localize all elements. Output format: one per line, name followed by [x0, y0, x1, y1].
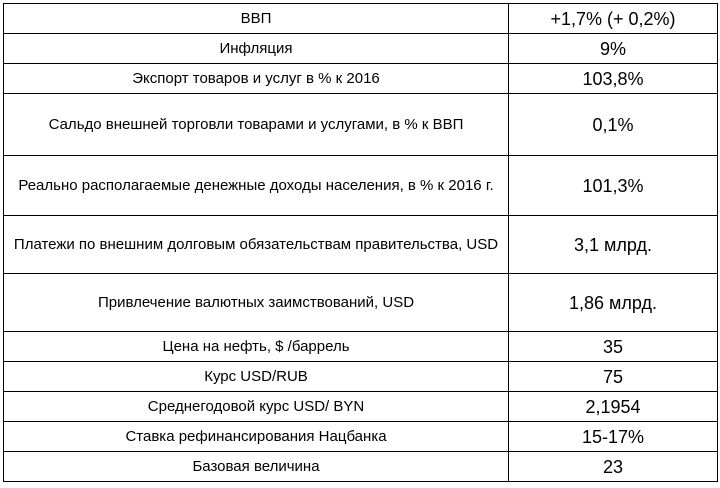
indicator-value: 3,1 млрд. — [508, 215, 718, 274]
table-row: Среднегодовой курс USD/ BYN 2,1954 — [3, 391, 718, 422]
table-row: ВВП +1,7% (+ 0,2%) — [3, 3, 718, 34]
table-row: Ставка рефинансирования Нацбанка 15-17% — [3, 421, 718, 452]
indicator-name: Экспорт товаров и услуг в % к 2016 — [3, 63, 509, 94]
indicator-value: 15-17% — [508, 421, 718, 452]
table-row: Сальдо внешней торговли товарами и услуг… — [3, 93, 718, 156]
table-row: Инфляция 9% — [3, 33, 718, 64]
indicator-name: Курс USD/RUB — [3, 361, 509, 392]
indicator-name: Платежи по внешним долговым обязательств… — [3, 215, 509, 274]
indicator-name: Ставка рефинансирования Нацбанка — [3, 421, 509, 452]
table-row: Экспорт товаров и услуг в % к 2016 103,8… — [3, 63, 718, 94]
indicator-value: 2,1954 — [508, 391, 718, 422]
indicator-value: 103,8% — [508, 63, 718, 94]
indicator-name: Сальдо внешней торговли товарами и услуг… — [3, 93, 509, 156]
indicator-name: Привлечение валютных заимствований, USD — [3, 273, 509, 332]
indicator-value: 23 — [508, 451, 718, 482]
table-row: Реально располагаемые денежные доходы на… — [3, 155, 718, 216]
indicator-value: +1,7% (+ 0,2%) — [508, 3, 718, 34]
indicator-name: ВВП — [3, 3, 509, 34]
indicator-value: 9% — [508, 33, 718, 64]
table-row: Цена на нефть, $ /баррель 35 — [3, 331, 718, 362]
indicator-value: 35 — [508, 331, 718, 362]
table-row: Курс USD/RUB 75 — [3, 361, 718, 392]
indicator-name: Среднегодовой курс USD/ BYN — [3, 391, 509, 422]
indicator-value: 1,86 млрд. — [508, 273, 718, 332]
indicator-name: Базовая величина — [3, 451, 509, 482]
table-row: Привлечение валютных заимствований, USD … — [3, 273, 718, 332]
indicator-name: Цена на нефть, $ /баррель — [3, 331, 509, 362]
indicator-value: 101,3% — [508, 155, 718, 216]
indicators-table: ВВП +1,7% (+ 0,2%) Инфляция 9% Экспорт т… — [3, 3, 718, 482]
indicator-name: Инфляция — [3, 33, 509, 64]
indicator-name: Реально располагаемые денежные доходы на… — [3, 155, 509, 216]
indicator-value: 0,1% — [508, 93, 718, 156]
table-row: Платежи по внешним долговым обязательств… — [3, 215, 718, 274]
table-row: Базовая величина 23 — [3, 451, 718, 482]
indicator-value: 75 — [508, 361, 718, 392]
